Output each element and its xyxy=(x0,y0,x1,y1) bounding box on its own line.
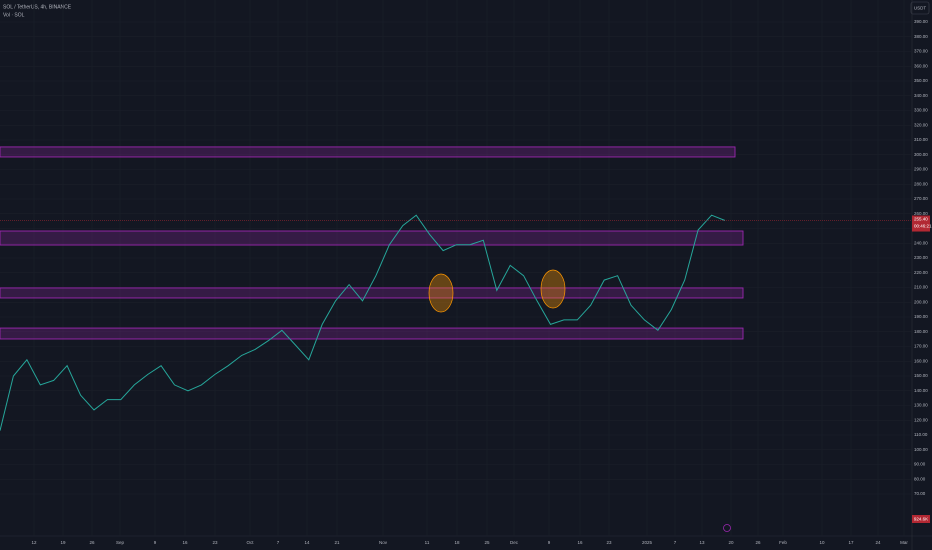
y-tick-label: 270.00 xyxy=(914,196,928,201)
x-tick-label: 21 xyxy=(334,540,340,545)
volume-tag xyxy=(912,515,930,523)
y-tick-label: 330.00 xyxy=(914,108,928,113)
x-tick-label: 24 xyxy=(875,540,881,545)
y-tick-label: 70.00 xyxy=(914,491,926,496)
last-price-label: 255.40 xyxy=(914,217,928,222)
y-tick-label: 260.00 xyxy=(914,211,928,216)
x-tick-label: 9 xyxy=(548,540,551,545)
zone xyxy=(0,327,744,340)
volume-label: 924.6K xyxy=(914,517,928,522)
chart-title: SOL / TetherUS, 4h, BINANCE xyxy=(3,4,72,10)
event-marker[interactable] xyxy=(723,524,731,532)
unit-box[interactable] xyxy=(910,1,930,15)
zone xyxy=(0,146,736,158)
zone xyxy=(0,230,744,246)
y-tick-label: 310.00 xyxy=(914,137,928,142)
chart-subtitle: Vol · SOL xyxy=(3,12,25,18)
countdown-label: 00:46:21 xyxy=(914,224,932,229)
y-tick-label: 140.00 xyxy=(914,388,928,393)
x-tick-label: 10 xyxy=(819,540,825,545)
y-tick-label: 340.00 xyxy=(914,93,928,98)
x-tick-label: 2025 xyxy=(642,540,653,545)
x-tick-label: 26 xyxy=(89,540,95,545)
y-tick-label: 150.00 xyxy=(914,373,928,378)
zones xyxy=(0,146,744,340)
y-tick-label: 320.00 xyxy=(914,122,928,127)
x-tick-label: 23 xyxy=(212,540,218,545)
plot xyxy=(0,214,912,431)
y-tick-label: 280.00 xyxy=(914,181,928,186)
x-tick-label: 12 xyxy=(31,540,37,545)
y-tick-label: 170.00 xyxy=(914,344,928,349)
y-tick-label: 190.00 xyxy=(914,314,928,319)
x-tick-label: 7 xyxy=(674,540,677,545)
y-tick-label: 390.00 xyxy=(914,19,928,24)
y-tick-label: 210.00 xyxy=(914,285,928,290)
y-tick-label: 80.00 xyxy=(914,476,926,481)
price-tag xyxy=(912,215,930,232)
y-tick-label: 230.00 xyxy=(914,255,928,260)
grid xyxy=(0,0,912,536)
y-tick-label: 100.00 xyxy=(914,447,928,452)
highlight-circle xyxy=(428,273,454,313)
x-tick-label: Feb xyxy=(779,540,787,545)
y-tick-label: 130.00 xyxy=(914,403,928,408)
x-tick-label: Nov xyxy=(379,540,388,545)
x-tick-label: 11 xyxy=(425,540,430,545)
x-tick-label: 17 xyxy=(848,540,854,545)
x-tick-label: 9 xyxy=(154,540,157,545)
y-tick-label: 180.00 xyxy=(914,329,928,334)
price-line xyxy=(0,214,726,431)
y-tick-label: 370.00 xyxy=(914,49,928,54)
x-tick-label: 19 xyxy=(60,540,66,545)
x-tick-label: Dec xyxy=(510,540,519,545)
y-tick-label: 90.00 xyxy=(914,462,926,467)
y-tick-label: 380.00 xyxy=(914,34,928,39)
y-tick-label: 200.00 xyxy=(914,299,928,304)
axis: 70.00 80.00 90.00 100.00 110.00 120.00 130.00 1… xyxy=(31,19,932,545)
y-tick-label: 220.00 xyxy=(914,270,928,275)
x-tick-label: 26 xyxy=(755,540,761,545)
x-tick-label: 13 xyxy=(699,540,705,545)
x-tick-label: 20 xyxy=(728,540,734,545)
y-tick-label: 300.00 xyxy=(914,152,928,157)
x-tick-label: Oct xyxy=(246,540,254,545)
y-tick-label: 120.00 xyxy=(914,417,928,422)
highlight-circle xyxy=(540,269,566,309)
y-tick-label: 110.00 xyxy=(914,432,928,437)
x-tick-label: Sep xyxy=(116,540,125,545)
y-axis-label: USDT xyxy=(914,6,927,11)
x-tick-label: 16 xyxy=(182,540,188,545)
y-tick-label: 290.00 xyxy=(914,167,928,172)
y-tick-label: 360.00 xyxy=(914,63,928,68)
x-tick-label: Mar xyxy=(900,540,908,545)
zone xyxy=(0,287,744,299)
x-tick-label: 16 xyxy=(577,540,583,545)
x-tick-label: 14 xyxy=(304,540,310,545)
y-tick-label: 240.00 xyxy=(914,240,928,245)
x-tick-label: 18 xyxy=(454,540,460,545)
x-tick-label: 7 xyxy=(277,540,280,545)
x-tick-label: 25 xyxy=(484,540,490,545)
y-tick-label: 350.00 xyxy=(914,78,928,83)
y-tick-label: 160.00 xyxy=(914,358,928,363)
x-tick-label: 23 xyxy=(606,540,612,545)
